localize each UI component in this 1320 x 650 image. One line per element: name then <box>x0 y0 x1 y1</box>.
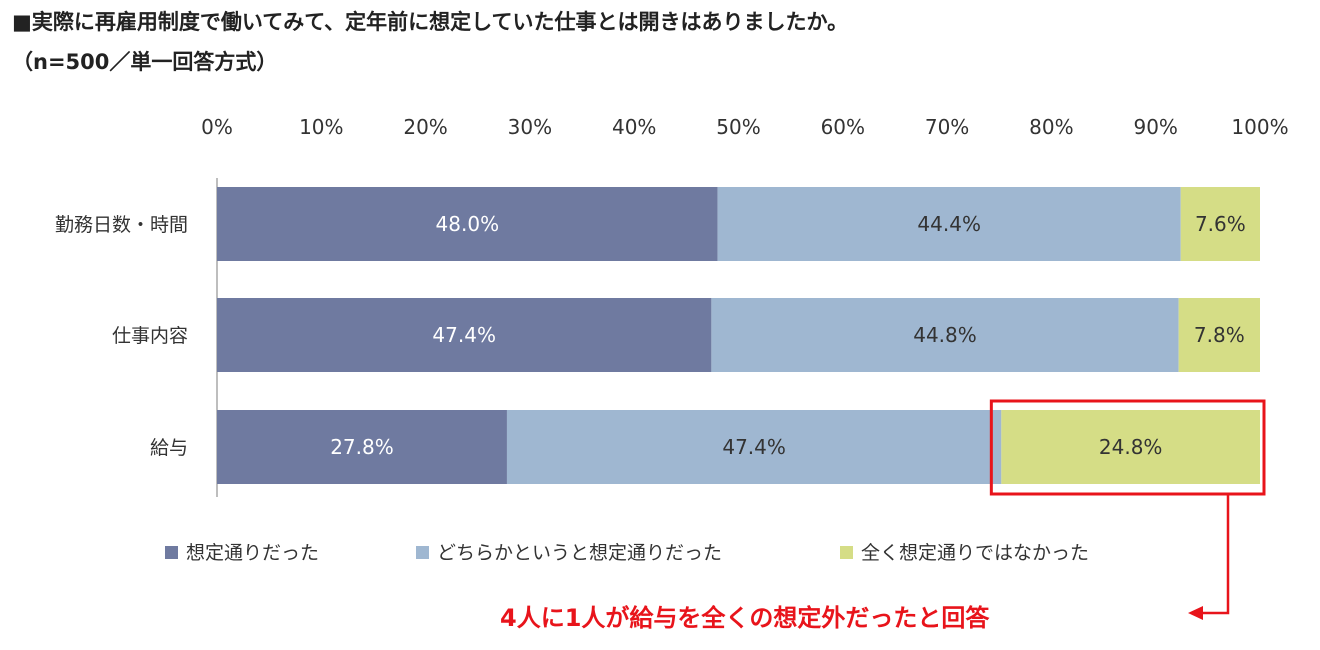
category-label: 勤務日数・時間 <box>55 214 188 236</box>
bar-segment <box>217 187 718 261</box>
x-tick-label: 40% <box>612 115 656 139</box>
legend-swatch <box>840 546 853 559</box>
chart-title: ■実際に再雇用制度で働いてみて、定年前に想定していた仕事とは開きはありましたか。 <box>12 10 849 34</box>
data-label: 47.4% <box>722 435 786 459</box>
category-label: 給与 <box>150 437 188 459</box>
x-tick-label: 100% <box>1231 115 1288 139</box>
bar-segment <box>217 410 507 484</box>
data-label: 24.8% <box>1099 435 1163 459</box>
callout-annotation: 4人に1人が給与を全くの想定外だったと回答 <box>500 604 990 632</box>
data-label: 47.4% <box>432 323 496 347</box>
x-tick-label: 20% <box>403 115 447 139</box>
x-tick-label: 50% <box>716 115 760 139</box>
category-label: 仕事内容 <box>112 325 188 347</box>
x-tick-label: 0% <box>201 115 233 139</box>
chart-subtitle: （n=500／単一回答方式） <box>12 50 278 74</box>
x-tick-label: 30% <box>508 115 552 139</box>
bar-segment <box>711 298 1179 372</box>
data-label: 7.8% <box>1194 323 1245 347</box>
x-tick-label: 70% <box>925 115 969 139</box>
bar-segment <box>217 298 712 372</box>
legend-label: どちらかというと想定通りだった <box>437 542 722 564</box>
highlight-box <box>989 399 1266 496</box>
data-label: 44.4% <box>917 212 981 236</box>
x-tick-label: 60% <box>821 115 865 139</box>
legend-swatch <box>165 546 178 559</box>
legend-swatch <box>416 546 429 559</box>
bar-segment <box>506 410 1002 484</box>
legend-label: 想定通りだった <box>186 542 319 564</box>
bar-segment <box>717 187 1181 261</box>
arrow-head-icon <box>1188 606 1203 620</box>
x-tick-label: 90% <box>1133 115 1177 139</box>
legend-label: 全く想定通りではなかった <box>861 542 1089 564</box>
data-label: 27.8% <box>330 435 394 459</box>
callout-connector <box>1202 494 1230 615</box>
x-tick-label: 10% <box>299 115 343 139</box>
x-tick-label: 80% <box>1029 115 1073 139</box>
data-label: 48.0% <box>436 212 500 236</box>
bar-segment <box>1001 410 1260 484</box>
data-label: 7.6% <box>1195 212 1246 236</box>
bar-segment <box>1178 298 1260 372</box>
bar-segment <box>1180 187 1260 261</box>
data-label: 44.8% <box>913 323 977 347</box>
